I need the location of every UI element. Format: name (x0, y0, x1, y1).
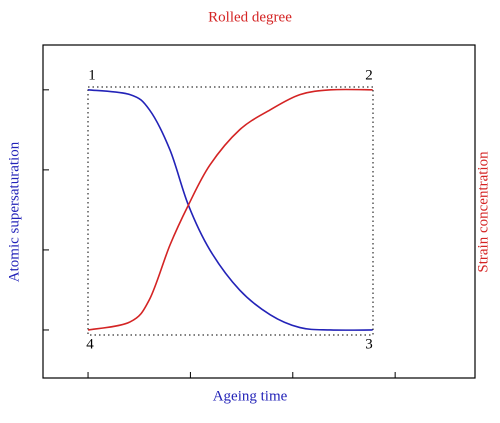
plot-frame (42, 44, 476, 379)
x-axis-label: Ageing time (213, 388, 288, 404)
line (87, 89, 373, 331)
corner-label: 4 (86, 336, 94, 352)
top-label: Rolled degree (208, 9, 292, 25)
dotted-box (87, 86, 374, 336)
y2-axis-label: Strain concentration (475, 151, 491, 273)
corner-label: 1 (88, 67, 96, 83)
corner-label: 2 (365, 67, 373, 83)
y-axis-label: Atomic supersaturation (6, 141, 22, 282)
corner-label: 3 (365, 336, 373, 352)
line (87, 88, 373, 331)
